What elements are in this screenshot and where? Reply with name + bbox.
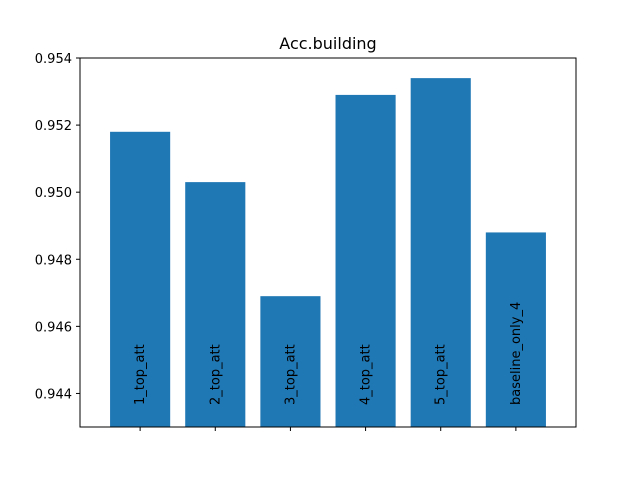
bar-label-1_top_att: 1_top_att <box>133 344 148 405</box>
y-axis-ticks: 0.944 0.946 0.948 0.950 0.952 0.954 <box>35 52 80 402</box>
bar-labels: 1_top_att 2_top_att 3_top_att 4_top_att 5_to… <box>133 302 524 405</box>
y-tick-label: 0.954 <box>35 52 72 67</box>
bar-4_top_att <box>335 94 396 428</box>
bar-label-5_top_att: 5_top_att <box>434 344 449 405</box>
bar-label-baseline_only_4: baseline_only_4 <box>509 302 524 405</box>
y-tick-label: 0.950 <box>35 186 72 201</box>
chart-title: Acc.building <box>279 34 376 53</box>
y-tick-label: 0.952 <box>35 119 72 134</box>
bar-label-4_top_att: 4_top_att <box>359 344 374 405</box>
y-tick-label: 0.948 <box>35 253 72 268</box>
plot-frame <box>79 57 577 428</box>
bar-2_top_att <box>185 182 246 427</box>
y-tick-label: 0.944 <box>35 387 72 402</box>
bar-baseline_only_4 <box>485 232 546 427</box>
x-ticks <box>139 427 517 431</box>
bar-5_top_att <box>410 78 471 428</box>
y-tick-label: 0.946 <box>35 320 72 335</box>
bars-group <box>110 78 546 428</box>
bar-3_top_att <box>260 296 321 427</box>
bar-label-2_top_att: 2_top_att <box>208 344 223 405</box>
bar-1_top_att <box>110 131 171 428</box>
bar-label-3_top_att: 3_top_att <box>283 344 298 405</box>
